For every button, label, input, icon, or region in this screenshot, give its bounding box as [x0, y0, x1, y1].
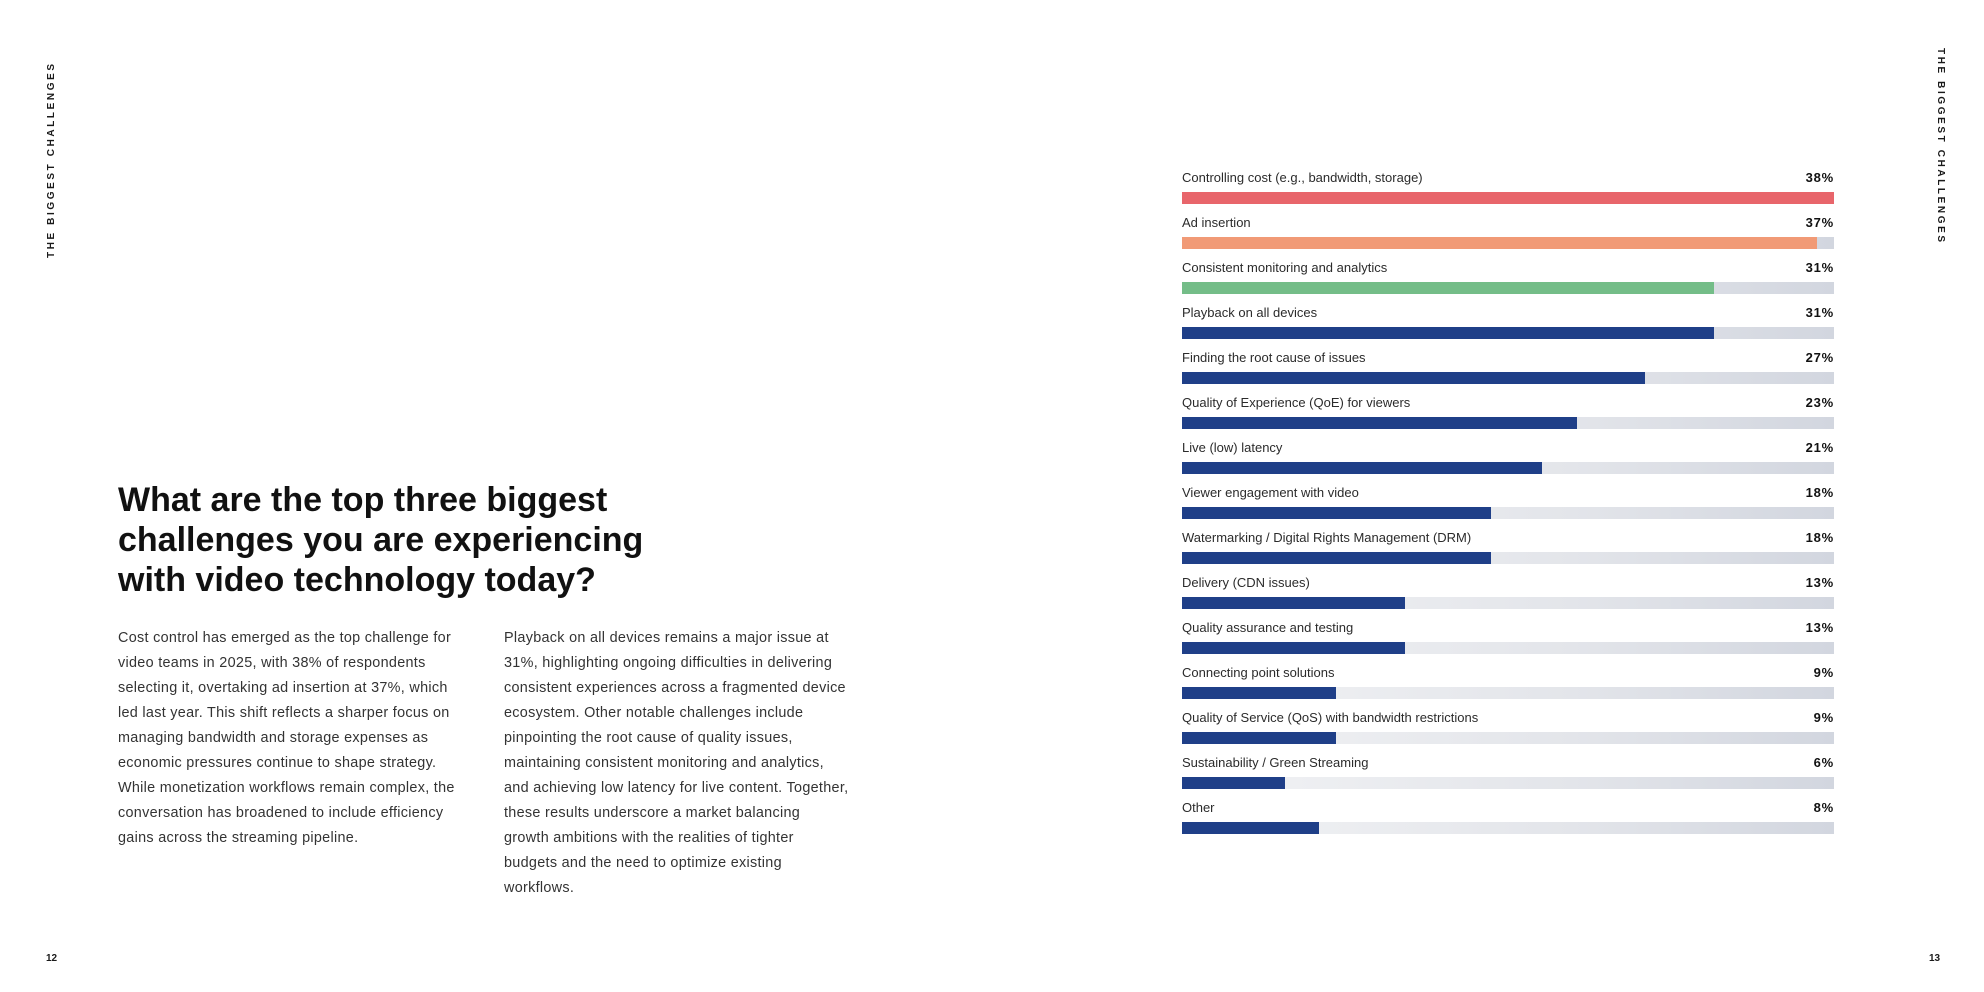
bar	[1182, 507, 1491, 519]
chart-row: Live (low) latency 21%	[1182, 440, 1834, 485]
bar-label: Connecting point solutions	[1182, 665, 1335, 680]
bar-track	[1182, 327, 1834, 339]
body-paragraph-1: Cost control has emerged as the top chal…	[118, 630, 455, 846]
bar	[1182, 327, 1714, 339]
bar	[1182, 192, 1834, 204]
bar-label: Consistent monitoring and analytics	[1182, 260, 1388, 275]
bar-value-label: 9%	[1813, 665, 1834, 680]
bar-value-label: 21%	[1805, 440, 1834, 455]
bar-value-label: 27%	[1805, 350, 1834, 365]
bar	[1182, 822, 1319, 834]
bar	[1182, 282, 1714, 294]
bar-label: Controlling cost (e.g., bandwidth, stora…	[1182, 170, 1423, 185]
bar-track	[1182, 462, 1834, 474]
bar	[1182, 732, 1336, 744]
bar	[1182, 597, 1405, 609]
bar-value-label: 31%	[1805, 305, 1834, 320]
chart-row: Quality of Service (QoS) with bandwidth …	[1182, 710, 1834, 755]
bar-track	[1182, 507, 1834, 519]
bar-track	[1182, 687, 1834, 699]
chart-row: Finding the root cause of issues 27%	[1182, 350, 1834, 395]
page-number-left: 12	[46, 953, 58, 964]
bar-label: Playback on all devices	[1182, 305, 1318, 320]
bar-value-label: 6%	[1813, 755, 1834, 770]
chart-row: Viewer engagement with video 18%	[1182, 485, 1834, 530]
bar	[1182, 687, 1336, 699]
bar-label: Ad insertion	[1182, 215, 1251, 230]
bar-track	[1182, 732, 1834, 744]
bar-track	[1182, 552, 1834, 564]
bar-track	[1182, 237, 1834, 249]
bar-label: Watermarking / Digital Rights Management…	[1182, 530, 1472, 545]
bar-label: Live (low) latency	[1182, 440, 1283, 455]
bar	[1182, 462, 1542, 474]
bar	[1182, 552, 1491, 564]
bar	[1182, 372, 1645, 384]
section-label-right: THE BIGGEST CHALLENGES	[1935, 48, 1946, 245]
page-number-right: 13	[1929, 953, 1941, 964]
section-label-left: THE BIGGEST CHALLENGES	[46, 61, 57, 258]
chart-row: Sustainability / Green Streaming 6%	[1182, 755, 1834, 800]
bar-label: Viewer engagement with video	[1182, 485, 1359, 500]
bar-track	[1182, 777, 1834, 789]
bar-label: Sustainability / Green Streaming	[1182, 755, 1369, 770]
bar-track	[1182, 597, 1834, 609]
bar-value-label: 8%	[1813, 800, 1834, 815]
chart-row: Controlling cost (e.g., bandwidth, stora…	[1182, 170, 1834, 215]
bar-label: Quality of Experience (QoE) for viewers	[1182, 395, 1411, 410]
page-heading: What are the top three biggest challenge…	[118, 481, 644, 599]
bar-value-label: 13%	[1805, 575, 1834, 590]
chart-row: Watermarking / Digital Rights Management…	[1182, 530, 1834, 575]
bar-value-label: 18%	[1805, 485, 1834, 500]
chart-row: Quality assurance and testing 13%	[1182, 620, 1834, 665]
bar	[1182, 417, 1577, 429]
chart-row: Playback on all devices 31%	[1182, 305, 1834, 350]
chart-row: Delivery (CDN issues) 13%	[1182, 575, 1834, 620]
bar-value-label: 9%	[1813, 710, 1834, 725]
bar-track	[1182, 192, 1834, 204]
bar-track	[1182, 372, 1834, 384]
bar-value-label: 18%	[1805, 530, 1834, 545]
chart-row: Consistent monitoring and analytics 31%	[1182, 260, 1834, 305]
bar-value-label: 37%	[1805, 215, 1834, 230]
bar	[1182, 777, 1285, 789]
bar-track	[1182, 282, 1834, 294]
chart-row: Ad insertion 37%	[1182, 215, 1834, 260]
bar	[1182, 237, 1817, 249]
bar-label: Quality of Service (QoS) with bandwidth …	[1182, 710, 1479, 725]
body-paragraph-2: Playback on all devices remains a major …	[504, 630, 849, 896]
challenges-bar-chart: Controlling cost (e.g., bandwidth, stora…	[1182, 170, 1834, 845]
bar-track	[1182, 417, 1834, 429]
chart-row: Other 8%	[1182, 800, 1834, 845]
bar-value-label: 23%	[1805, 395, 1834, 410]
bar-label: Delivery (CDN issues)	[1182, 575, 1310, 590]
chart-row: Connecting point solutions 9%	[1182, 665, 1834, 710]
bar-track	[1182, 822, 1834, 834]
bar-label: Finding the root cause of issues	[1182, 350, 1366, 365]
bar-value-label: 31%	[1805, 260, 1834, 275]
chart-row: Quality of Experience (QoE) for viewers 2…	[1182, 395, 1834, 440]
bar-label: Other	[1182, 800, 1215, 815]
bar-value-label: 38%	[1805, 170, 1834, 185]
bar-value-label: 13%	[1805, 620, 1834, 635]
bar-track	[1182, 642, 1834, 654]
bar	[1182, 642, 1405, 654]
bar-label: Quality assurance and testing	[1182, 620, 1354, 635]
